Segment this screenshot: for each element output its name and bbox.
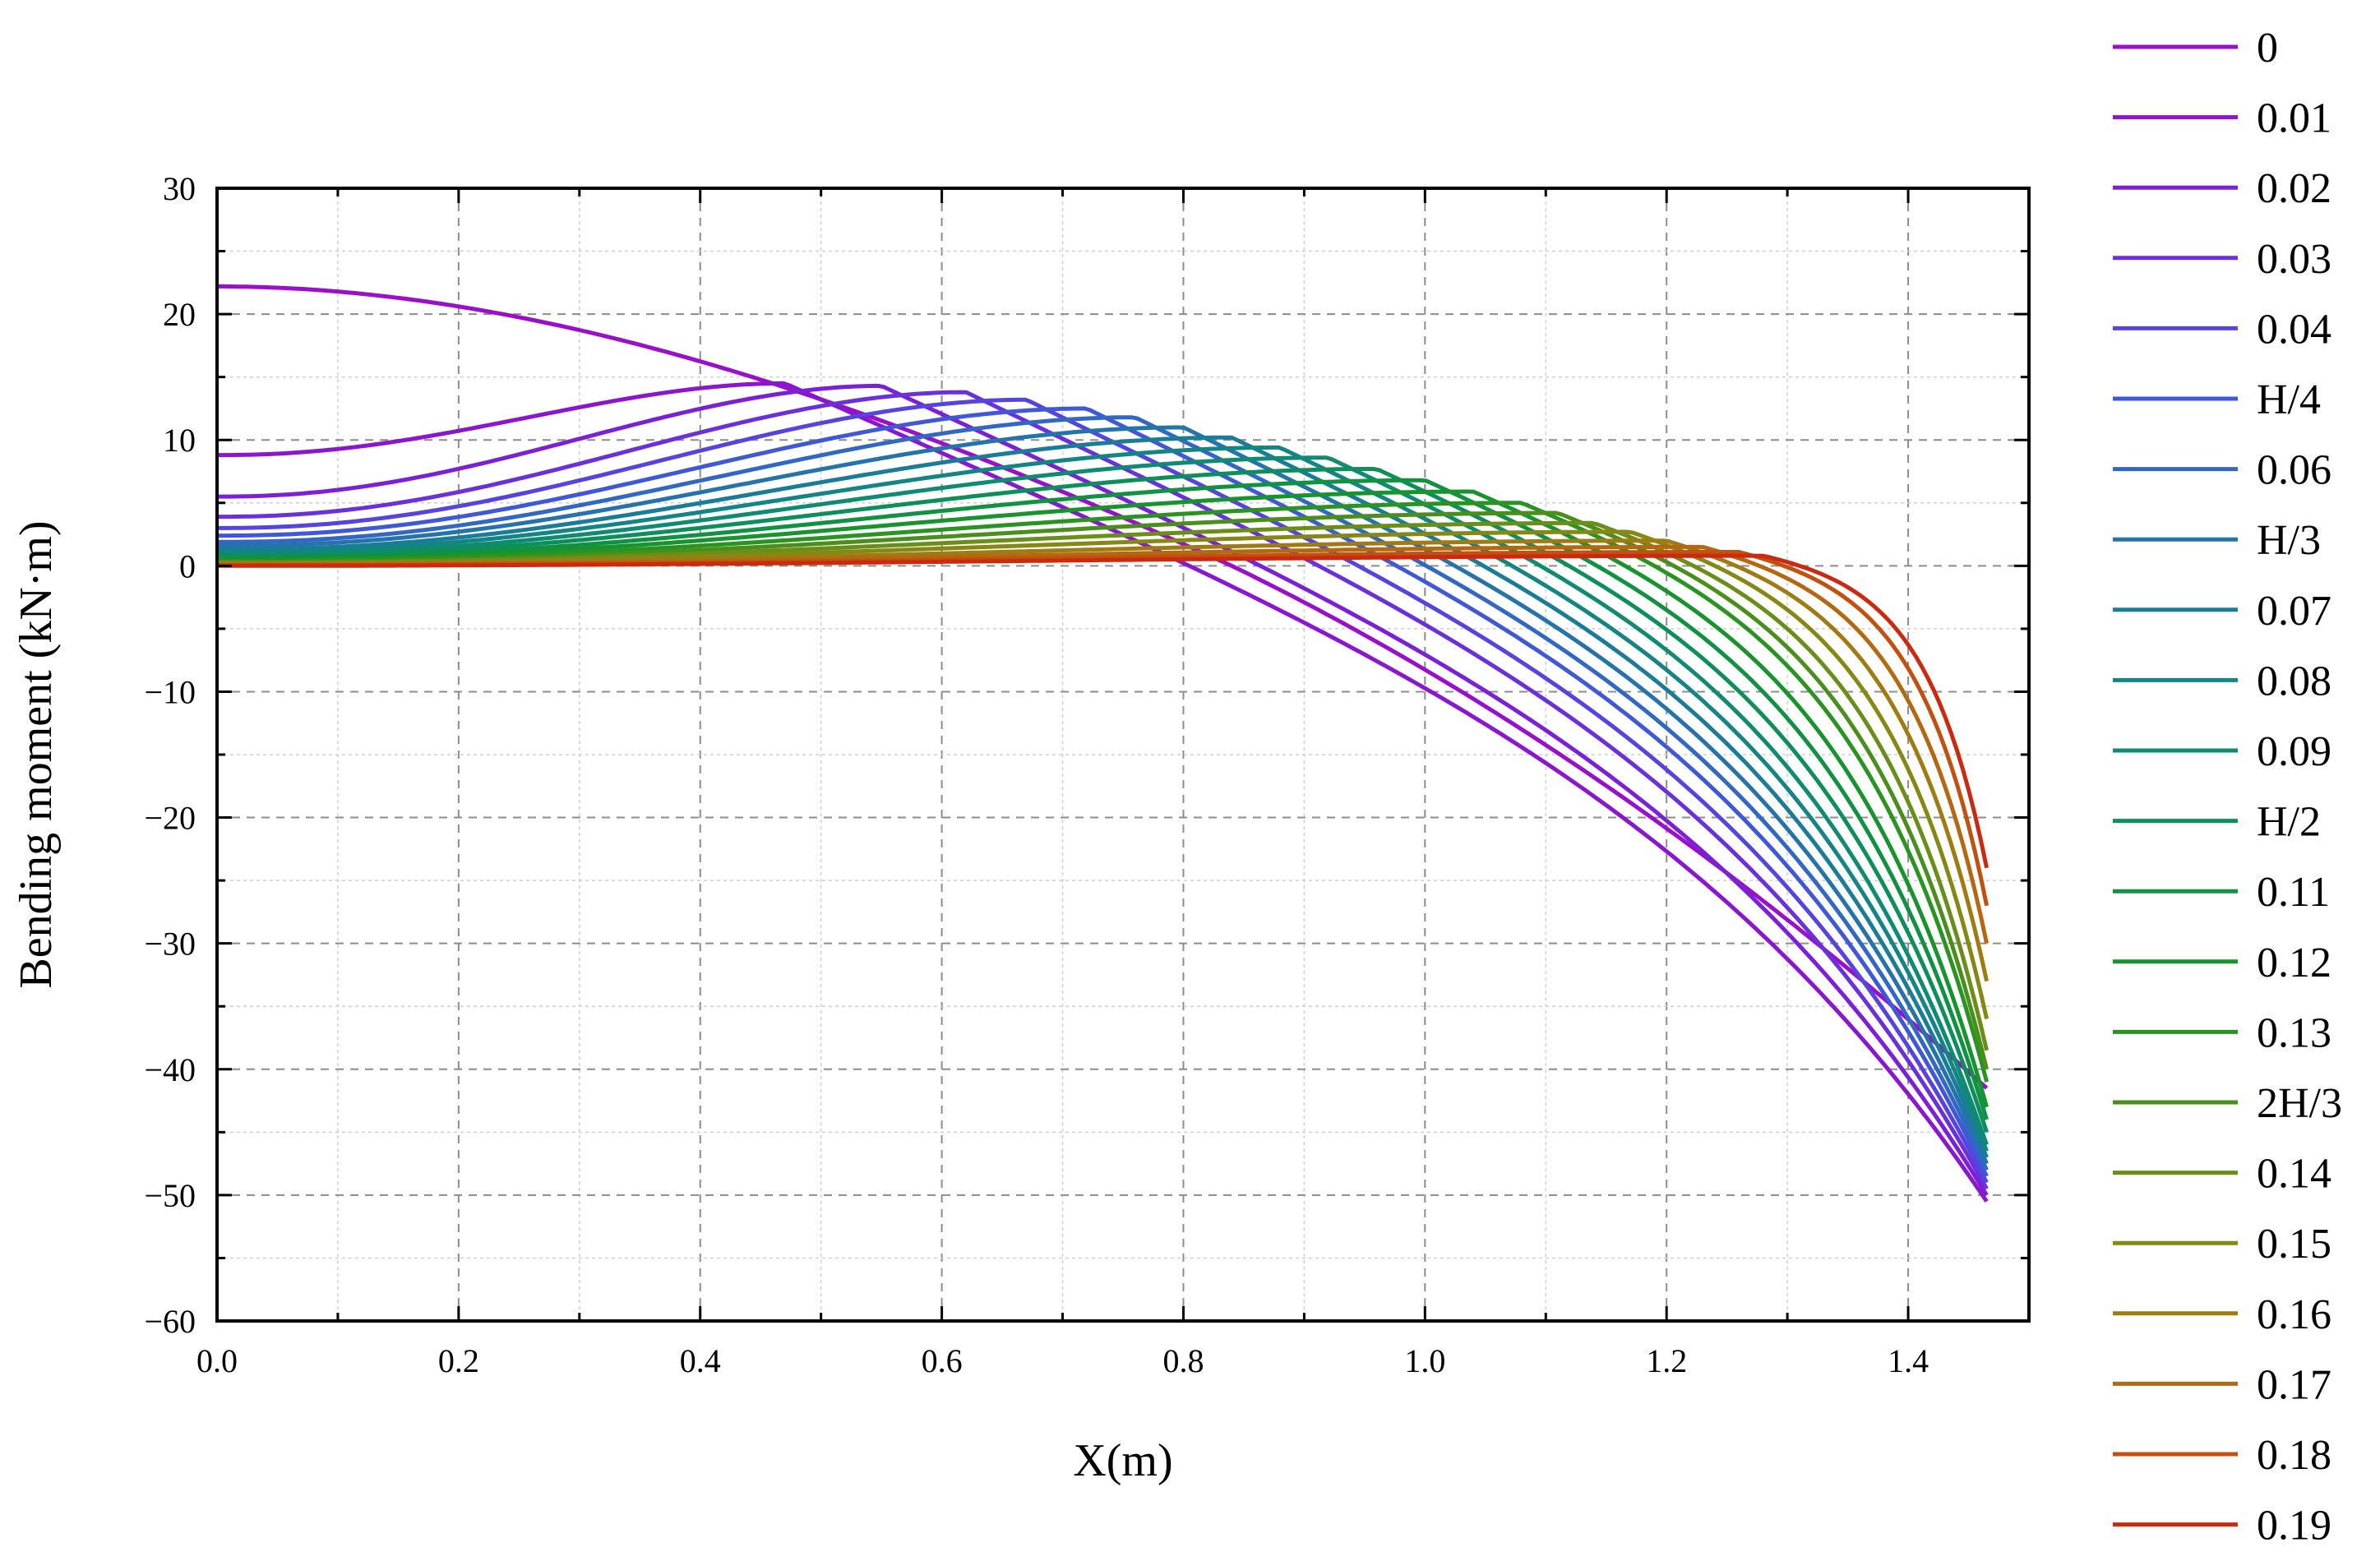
legend-label: H/2 xyxy=(2257,799,2321,846)
legend-label: 0.01 xyxy=(2257,95,2331,142)
legend-label: 0.13 xyxy=(2257,1009,2331,1056)
axis-ticks xyxy=(215,187,2031,1323)
y-axis-title: Bending moment (kN·m) xyxy=(11,520,62,988)
legend-label: 0.02 xyxy=(2257,165,2331,212)
y-tick-label: 30 xyxy=(163,170,196,207)
series-line-13 xyxy=(217,489,1989,1108)
x-tick-label: 1.0 xyxy=(1404,1342,1445,1379)
y-tick-label: −20 xyxy=(144,800,196,837)
y-tick-labels: 30 20 10 0 −10 −20 −30 −40 −50 −60 xyxy=(144,170,196,1340)
y-tick-label: −40 xyxy=(144,1051,196,1088)
series-line-6 xyxy=(217,415,1989,1171)
legend-label: 0.08 xyxy=(2257,658,2331,704)
x-tick-label: 0.2 xyxy=(438,1342,479,1379)
legend-label: 0.18 xyxy=(2257,1432,2331,1479)
legend-label: 0.17 xyxy=(2257,1361,2331,1408)
legend-label: 0.06 xyxy=(2257,447,2331,494)
series-line-12 xyxy=(217,478,1989,1120)
series-line-10 xyxy=(217,455,1989,1146)
series-line-9 xyxy=(217,445,1989,1152)
series-line-14 xyxy=(217,501,1989,1083)
x-tick-label: 1.2 xyxy=(1646,1342,1687,1379)
y-tick-label: −10 xyxy=(144,673,196,710)
x-tick-label: 0.8 xyxy=(1162,1342,1204,1379)
legend-label: 0.19 xyxy=(2257,1503,2331,1549)
legend-label: 0.03 xyxy=(2257,236,2331,283)
y-tick-label: 0 xyxy=(179,547,196,584)
legend-label: 0.16 xyxy=(2257,1291,2331,1338)
legend-label: 0.12 xyxy=(2257,940,2331,986)
series-line-1 xyxy=(217,381,1989,1203)
legend-label: 0.15 xyxy=(2257,1221,2331,1268)
x-tick-label: 1.4 xyxy=(1888,1342,1929,1379)
y-tick-label: 10 xyxy=(163,422,196,459)
legend-label: 0.11 xyxy=(2257,869,2330,916)
legend-label: H/3 xyxy=(2257,517,2321,564)
series-line-7 xyxy=(217,425,1989,1165)
series-line-11 xyxy=(217,466,1989,1134)
x-tick-label: 0.0 xyxy=(196,1342,238,1379)
legend-label: 2H/3 xyxy=(2257,1080,2342,1127)
legend-label: H/4 xyxy=(2257,376,2321,423)
legend: 0 0.01 0.02 0.03 0.04 H/4 0.06 H/3 0.07 0.08 0.09 H… xyxy=(2113,25,2342,1549)
legend-label: 0.14 xyxy=(2257,1151,2331,1198)
y-tick-label: −60 xyxy=(144,1303,196,1340)
legend-label: 0.09 xyxy=(2257,728,2331,775)
legend-label: 0.04 xyxy=(2257,306,2331,353)
x-tick-label: 0.4 xyxy=(680,1342,721,1379)
series-lines xyxy=(217,284,1989,1203)
series-line-8 xyxy=(217,435,1989,1158)
series-line-21 xyxy=(217,553,1989,869)
x-tick-label: 0.6 xyxy=(922,1342,963,1379)
y-tick-label: 20 xyxy=(163,296,196,333)
series-line-4 xyxy=(217,397,1989,1184)
x-axis-title: X(m) xyxy=(1073,1435,1172,1486)
y-tick-label: −50 xyxy=(144,1177,196,1214)
legend-label: 0 xyxy=(2257,25,2278,72)
legend-label: 0.07 xyxy=(2257,588,2331,635)
y-tick-label: −30 xyxy=(144,926,196,963)
series-line-2 xyxy=(217,383,1989,1197)
x-tick-labels: 0.0 0.2 0.4 0.6 0.8 1.0 1.2 1.4 xyxy=(196,1342,1929,1379)
